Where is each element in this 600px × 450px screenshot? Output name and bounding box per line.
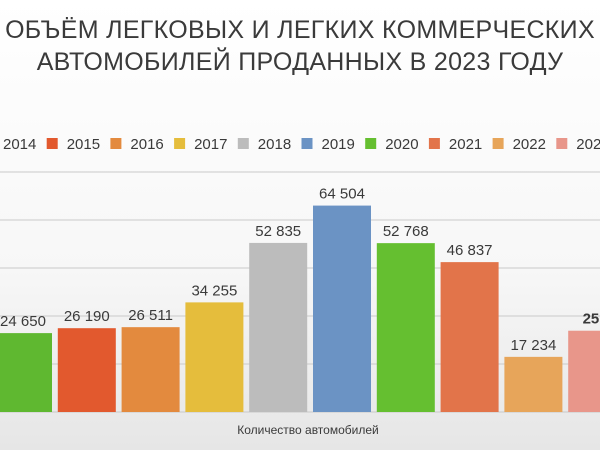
legend-label-2020: 2020	[385, 136, 418, 153]
data-label-2021: 46 837	[447, 242, 493, 259]
legend-swatch-2021	[428, 138, 440, 149]
bar-2015	[57, 328, 116, 412]
bar-2014	[0, 333, 52, 412]
legend-swatch-2016	[110, 138, 122, 149]
data-label-2016: 26 511	[128, 307, 173, 324]
bar-2019	[313, 205, 371, 412]
data-labels: 24 650 26 190 26 511 34 255 52 835 64 504 52 7…	[0, 186, 600, 354]
legend-label-2023: 2023	[576, 136, 600, 153]
legend-swatch-2023	[556, 138, 568, 149]
bar-2022	[504, 356, 563, 412]
legend-label-2014: 2014	[3, 136, 36, 153]
legend: 2014 2015 2016 2017 2018 2019 2020 2021 2022 2023	[3, 136, 600, 153]
bar-2017	[185, 302, 244, 412]
data-label-2019: 64 504	[319, 186, 365, 203]
data-label-2015: 26 190	[64, 308, 110, 325]
x-axis-label: Количество автомобилей	[237, 423, 378, 437]
data-label-2014: 24 650	[0, 313, 46, 330]
legend-label-2017: 2017	[194, 136, 227, 153]
legend-label-2018: 2018	[258, 136, 291, 153]
legend-swatch-2019	[301, 138, 313, 149]
legend-swatch-2017	[174, 138, 186, 149]
legend-label-2022: 2022	[513, 136, 546, 153]
data-label-2023: 25 4	[583, 311, 600, 328]
bar-2016	[121, 327, 180, 412]
bar-2023	[568, 330, 600, 412]
data-label-2022: 17 234	[510, 337, 556, 354]
chart-title-line-1: ОБЪЁМ ЛЕГКОВЫХ И ЛЕГКИХ КОММЕРЧЕСКИХ	[5, 16, 595, 44]
bar-2018	[249, 242, 308, 412]
legend-swatch-2015	[46, 138, 58, 149]
bar-2020	[376, 243, 435, 412]
chart-title: ОБЪЁМ ЛЕГКОВЫХ И ЛЕГКИХ КОММЕРЧЕСКИХ АВТ…	[0, 14, 600, 78]
legend-swatch-2022	[492, 138, 504, 149]
legend-label-2021: 2021	[449, 136, 482, 153]
bars	[0, 205, 600, 412]
legend-label-2015: 2015	[67, 136, 100, 153]
data-label-2020: 52 768	[383, 223, 429, 240]
data-label-2018: 52 835	[255, 223, 301, 240]
legend-swatch-2018	[237, 138, 249, 149]
data-label-2017: 34 255	[191, 282, 237, 299]
chart-title-line-2: АВТОМОБИЛЕЙ ПРОДАННЫХ В 2023 ГОДУ	[36, 48, 564, 76]
legend-label-2019: 2019	[322, 136, 355, 153]
legend-label-2016: 2016	[130, 136, 163, 153]
legend-swatch-2020	[365, 138, 377, 149]
bar-2021	[440, 262, 499, 412]
